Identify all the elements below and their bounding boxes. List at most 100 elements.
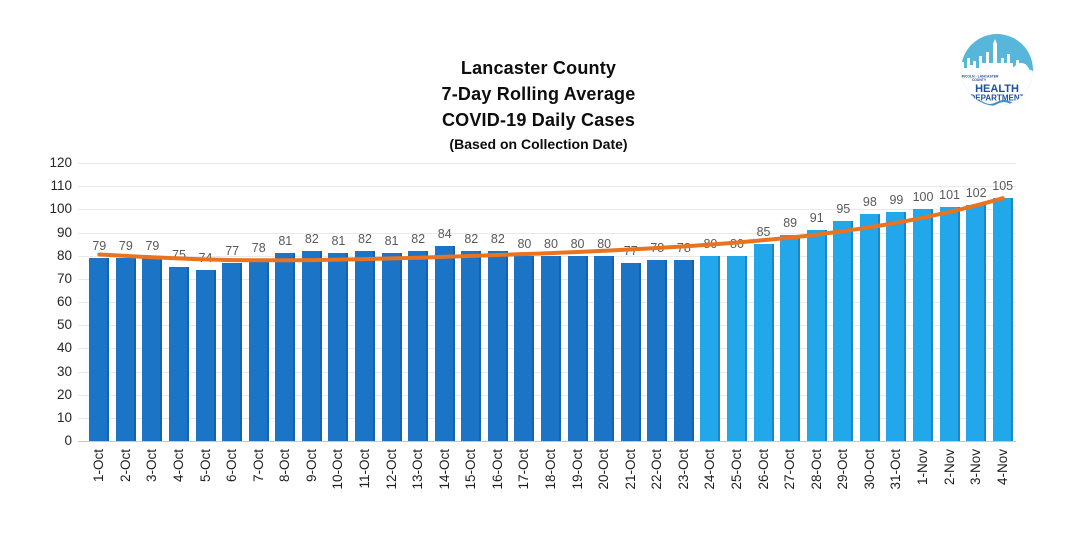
y-axis-tick-label: 80 bbox=[56, 247, 72, 263]
x-axis-label: 9-Oct bbox=[303, 449, 319, 483]
x-axis-label: 20-Oct bbox=[596, 449, 612, 490]
chart-title-line-2: 7-Day Rolling Average bbox=[441, 84, 636, 104]
x-axis-label: 19-Oct bbox=[569, 449, 585, 490]
bar-3-Nov bbox=[966, 204, 987, 441]
x-axis-label: 15-Oct bbox=[463, 449, 479, 490]
bar-21-Oct bbox=[620, 262, 641, 441]
bar-4-Oct bbox=[169, 267, 189, 441]
bar-5-Oct bbox=[195, 269, 216, 441]
bar-20-Oct bbox=[594, 255, 615, 441]
bar-7-Oct bbox=[248, 260, 269, 441]
x-axis-line bbox=[78, 441, 1016, 442]
health-department-logo: LINCOLN · LANCASTER COUNTY HEALTH DEPART… bbox=[960, 34, 1033, 106]
x-axis-label: 21-Oct bbox=[622, 449, 638, 490]
x-axis-label: 16-Oct bbox=[489, 449, 505, 490]
bar-17-Oct bbox=[514, 255, 535, 441]
y-axis-tick-label: 100 bbox=[49, 201, 72, 217]
y-axis-tick-label: 90 bbox=[56, 224, 72, 240]
x-axis-label: 29-Oct bbox=[835, 449, 851, 490]
gridline bbox=[78, 163, 1016, 164]
x-axis-label: 30-Oct bbox=[861, 449, 877, 490]
bar-11-Oct bbox=[355, 251, 375, 441]
x-axis-label: 8-Oct bbox=[277, 449, 293, 483]
bar-14-Oct bbox=[434, 246, 455, 441]
bar-18-Oct bbox=[541, 255, 561, 441]
x-axis-label: 2-Nov bbox=[941, 449, 957, 486]
x-axis-label: 27-Oct bbox=[782, 449, 798, 490]
bar-16-Oct bbox=[487, 251, 508, 441]
bar-27-Oct bbox=[780, 234, 801, 441]
chart-title-line-3: COVID-19 Daily Cases bbox=[441, 110, 636, 130]
bar-23-Oct bbox=[673, 260, 694, 441]
bar-2-Nov bbox=[939, 207, 960, 441]
x-axis-label: 3-Nov bbox=[968, 449, 984, 486]
logo-department-text: DEPARTMENT bbox=[970, 94, 1025, 103]
bar-12-Oct bbox=[381, 253, 402, 441]
x-axis-label: 28-Oct bbox=[808, 449, 824, 490]
bar-2-Oct bbox=[115, 257, 136, 441]
x-axis-label: 17-Oct bbox=[516, 449, 532, 490]
bar-31-Oct bbox=[886, 211, 907, 441]
y-axis-tick-label: 0 bbox=[64, 433, 72, 448]
bar-1-Nov bbox=[913, 209, 933, 441]
y-axis-tick-label: 110 bbox=[50, 178, 72, 194]
x-axis-label: 31-Oct bbox=[888, 449, 904, 490]
bar-1-Oct bbox=[89, 257, 110, 441]
x-axis-label: 4-Nov bbox=[994, 449, 1010, 486]
x-axis-label: 22-Oct bbox=[649, 449, 665, 490]
bar-9-Oct bbox=[301, 251, 322, 441]
x-axis-label: 24-Oct bbox=[702, 449, 718, 490]
x-axis-label: 6-Oct bbox=[224, 449, 240, 483]
x-axis-label: 1-Nov bbox=[915, 449, 930, 486]
x-axis-label: 11-Oct bbox=[357, 449, 372, 489]
y-axis-tick-label: 70 bbox=[56, 270, 72, 286]
x-axis-label: 14-Oct bbox=[436, 449, 452, 490]
bar-26-Oct bbox=[753, 244, 774, 441]
bar-15-Oct bbox=[461, 251, 482, 441]
x-axis-label: 4-Oct bbox=[171, 449, 186, 483]
bar-4-Nov bbox=[992, 197, 1013, 441]
y-axis-tick-label: 60 bbox=[56, 294, 72, 309]
x-axis-label: 1-Oct bbox=[91, 449, 107, 483]
y-axis-tick-label: 40 bbox=[56, 340, 72, 356]
y-axis-tick-label: 30 bbox=[56, 363, 72, 379]
bar-24-Oct bbox=[700, 255, 721, 441]
x-axis-label: 13-Oct bbox=[410, 449, 426, 490]
chart-subtitle: (Based on Collection Date) bbox=[449, 136, 628, 152]
x-axis-label: 18-Oct bbox=[543, 449, 558, 490]
y-axis-tick-label: 20 bbox=[56, 386, 72, 402]
chart-title-line-1: Lancaster County bbox=[460, 58, 617, 78]
logo-small-text-2: COUNTY bbox=[972, 78, 987, 82]
bar-25-Oct bbox=[727, 255, 747, 441]
gridline bbox=[78, 186, 1016, 188]
x-axis-label: 2-Oct bbox=[117, 449, 133, 483]
y-axis-tick-label: 10 bbox=[56, 409, 72, 425]
chart-title-block: Lancaster County 7-Day Rolling Average C… bbox=[0, 55, 1077, 155]
bar-13-Oct bbox=[408, 251, 429, 441]
x-axis-label: 7-Oct bbox=[250, 449, 266, 483]
y-axis-tick-label: 120 bbox=[49, 155, 72, 170]
logo-small-text-1: LINCOLN · LANCASTER bbox=[960, 75, 1000, 79]
bar-29-Oct bbox=[833, 220, 854, 441]
x-axis-label: 26-Oct bbox=[755, 449, 771, 490]
x-axis-label: 12-Oct bbox=[383, 449, 399, 490]
bar-3-Oct bbox=[142, 257, 163, 441]
y-axis-tick-label: 50 bbox=[56, 317, 72, 333]
x-axis-label: 10-Oct bbox=[330, 449, 346, 490]
bar-30-Oct bbox=[859, 213, 880, 441]
bar-8-Oct bbox=[275, 253, 296, 441]
x-axis-label: 23-Oct bbox=[675, 449, 691, 490]
bar-28-Oct bbox=[806, 230, 827, 441]
bar-19-Oct bbox=[567, 255, 588, 441]
bar-value-label: 102 bbox=[965, 185, 987, 200]
x-axis-label: 3-Oct bbox=[144, 449, 160, 483]
x-axis-label: 5-Oct bbox=[197, 449, 213, 483]
bar-6-Oct bbox=[222, 262, 243, 441]
bar-22-Oct bbox=[647, 260, 668, 441]
x-axis-label: 25-Oct bbox=[729, 449, 744, 490]
bar-value-label: 105 bbox=[992, 178, 1014, 193]
logo-health-text: HEALTH bbox=[975, 83, 1019, 95]
bar-10-Oct bbox=[328, 253, 349, 441]
